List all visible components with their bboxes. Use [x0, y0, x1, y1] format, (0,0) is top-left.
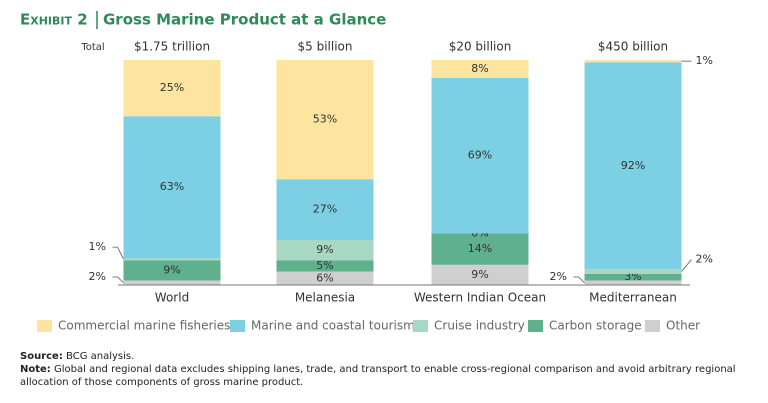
- bar-segment: [276, 179, 374, 240]
- bar-segment: [584, 62, 682, 270]
- source-text: BCG analysis.: [66, 351, 135, 362]
- legend-swatch: [528, 320, 543, 332]
- value-label: 6%: [316, 271, 333, 284]
- bar-segment: [276, 240, 374, 261]
- value-label: 69%: [468, 149, 492, 162]
- value-label: 63%: [160, 180, 184, 193]
- legend-swatch: [413, 320, 428, 332]
- bar-segment: [431, 233, 529, 265]
- footnotes: Source: BCG analysis. Note: Global and r…: [20, 350, 750, 389]
- total-label: Total: [80, 42, 104, 53]
- exhibit-label: Exhibit 2: [20, 11, 88, 29]
- bar-segment: [431, 78, 529, 234]
- value-label: 8%: [471, 62, 488, 75]
- leader-line: [573, 276, 585, 284]
- chart: Exhibit 2 Gross Marine Product at a Glan…: [20, 11, 713, 333]
- chart-title: Gross Marine Product at a Glance: [103, 11, 386, 29]
- value-label: 9%: [316, 243, 333, 256]
- bar-segment: [431, 264, 529, 285]
- total-value: $5 billion: [298, 40, 353, 54]
- bar-segment: [584, 269, 682, 274]
- x-tick-label: Melanesia: [295, 291, 355, 305]
- source: Source: BCG analysis.: [20, 350, 750, 363]
- bar-segment: [276, 271, 374, 285]
- bar-segment: [276, 60, 374, 180]
- bar-segment: [123, 60, 221, 117]
- source-label: Source:: [20, 351, 63, 362]
- value-label: 27%: [313, 203, 337, 216]
- total-value: $1.75 trillion: [134, 40, 210, 54]
- x-tick-label: Western Indian Ocean: [414, 291, 546, 305]
- x-tick-label: World: [155, 291, 189, 305]
- legend-label: Cruise industry: [434, 319, 525, 333]
- bar-segment: [584, 60, 682, 63]
- value-label: 1%: [89, 240, 106, 253]
- value-label: 1%: [696, 54, 713, 67]
- legend-swatch: [645, 320, 660, 332]
- value-label: 2%: [550, 270, 567, 283]
- total-value: $450 billion: [598, 40, 668, 54]
- value-label: 9%: [471, 268, 488, 281]
- note-label: Note:: [20, 364, 51, 375]
- leader-line: [112, 246, 124, 260]
- value-label: 9%: [163, 263, 180, 276]
- value-label: 2%: [696, 253, 713, 266]
- legend-swatch: [230, 320, 245, 332]
- bar-segment: [584, 280, 682, 285]
- bar-segment: [431, 60, 529, 78]
- bar-segment: [123, 258, 221, 261]
- note: Note: Global and regional data excludes …: [20, 363, 750, 389]
- value-label: 14%: [468, 242, 492, 255]
- bar-segment: [123, 116, 221, 258]
- x-tick-label: Mediterranean: [589, 291, 677, 305]
- legend-swatch: [37, 320, 52, 332]
- legend-label: Other: [666, 319, 700, 333]
- bar-segment: [123, 280, 221, 285]
- bar-segment: [584, 273, 682, 281]
- bar-segment: [276, 260, 374, 272]
- total-value: $20 billion: [449, 40, 512, 54]
- value-label: 2%: [89, 270, 106, 283]
- note-text: Global and regional data excludes shippi…: [20, 364, 736, 388]
- legend-label: Marine and coastal tourism: [251, 319, 415, 333]
- value-label: 92%: [621, 159, 645, 172]
- legend-label: Carbon storage: [549, 319, 642, 333]
- leader-line: [112, 276, 124, 284]
- leader-line: [681, 259, 692, 272]
- value-label: 25%: [160, 81, 184, 94]
- value-label: 5%: [316, 259, 333, 272]
- legend-label: Commercial marine fisheries: [58, 319, 230, 333]
- value-label: 53%: [313, 113, 337, 126]
- bar-segment: [123, 260, 221, 281]
